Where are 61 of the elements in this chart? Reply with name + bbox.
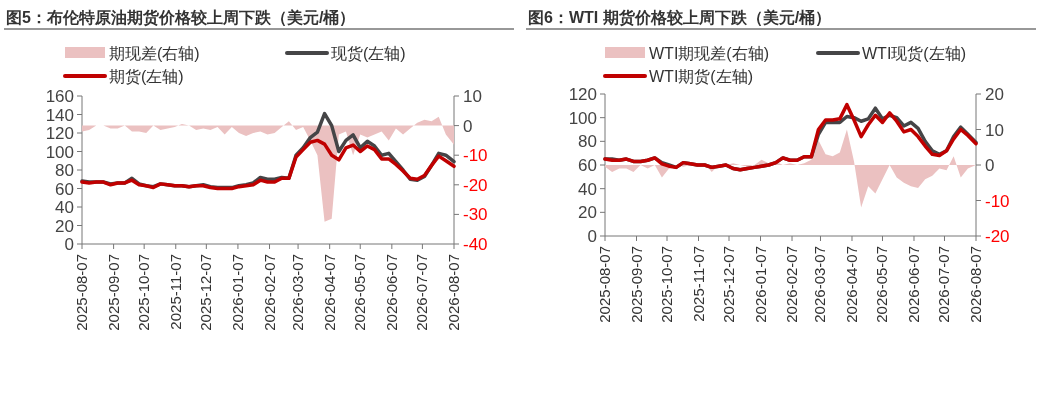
x-tick-label: 2026-01-07 <box>228 254 246 331</box>
legend-label: WTI现货(左轴) <box>862 45 966 62</box>
x-tick-label: 2025-11-07 <box>166 254 184 330</box>
x-tick-label: 2026-02-07 <box>783 246 801 323</box>
legend-label: 期货(左轴) <box>109 68 184 85</box>
y2-tick-label: -20 <box>463 175 488 195</box>
x-tick-label: 2026-04-07 <box>320 254 338 331</box>
x-tick-label: 2025-12-07 <box>720 246 738 323</box>
x-tick-label: 2025-08-07 <box>73 254 90 331</box>
y2-tick-label: -30 <box>463 205 488 225</box>
y2-tick-label: -10 <box>463 146 488 166</box>
y2-tick-label: 0 <box>985 156 995 175</box>
x-tick-label: 2025-10-07 <box>135 254 153 331</box>
x-tick-label: 2025-10-07 <box>658 246 675 323</box>
y-tick-label: 80 <box>578 132 597 152</box>
x-tick-label: 2025-08-07 <box>596 246 613 323</box>
y2-tick-label: -10 <box>985 191 1010 211</box>
x-tick-label: 2026-03-07 <box>289 254 307 331</box>
chart-title: 图5：布伦特原油期货价格较上周下跌（美元/桶） <box>6 8 356 27</box>
x-tick-label: 2025-09-07 <box>104 254 122 331</box>
y2-tick-label: 0 <box>463 116 473 136</box>
x-tick-label: 2026-02-07 <box>260 254 278 331</box>
chart-title: 图6：WTI 期货价格较上周下跌（美元/桶） <box>528 8 832 27</box>
x-tick-label: 2026-05-07 <box>351 254 369 331</box>
y-tick-label: 120 <box>568 85 597 104</box>
y2-tick-label: 20 <box>985 85 1004 104</box>
x-tick-label: 2026-05-07 <box>873 246 891 323</box>
x-tick-label: 2026-08-07 <box>445 254 462 331</box>
y-tick-label: 140 <box>45 105 74 125</box>
y2-tick-label: 10 <box>985 120 1004 140</box>
y2-tick-label: 10 <box>463 87 482 106</box>
x-tick-label: 2026-01-07 <box>751 246 769 323</box>
y-tick-label: 0 <box>587 227 597 246</box>
y-tick-label: 60 <box>578 156 597 175</box>
x-tick-label: 2026-03-07 <box>811 246 829 323</box>
y2-tick-label: -40 <box>463 235 488 254</box>
y-tick-label: 100 <box>45 142 74 162</box>
legend-label: WTI期现差(右轴) <box>649 45 769 62</box>
y-tick-label: 60 <box>55 179 74 199</box>
y-tick-label: 120 <box>45 124 74 143</box>
y-tick-label: 100 <box>568 108 597 128</box>
y-tick-label: 40 <box>55 198 74 217</box>
legend-label: WTI期货(左轴) <box>649 68 753 85</box>
x-tick-label: 2026-06-07 <box>382 254 400 331</box>
y-tick-label: 160 <box>45 87 74 106</box>
x-tick-label: 2025-09-07 <box>627 246 645 323</box>
x-tick-label: 2026-08-07 <box>967 246 984 323</box>
x-tick-label: 2025-12-07 <box>197 254 215 331</box>
x-tick-label: 2025-11-07 <box>689 246 707 322</box>
legend-label: 期现差(右轴) <box>109 45 200 62</box>
y2-tick-label: -20 <box>985 227 1010 246</box>
y-tick-label: 80 <box>55 161 74 180</box>
y-tick-label: 40 <box>578 179 597 199</box>
y-tick-label: 20 <box>578 203 597 223</box>
x-tick-label: 2026-04-07 <box>842 246 860 323</box>
x-tick-label: 2026-07-07 <box>935 246 953 323</box>
y-tick-label: 0 <box>64 235 74 254</box>
x-tick-label: 2026-07-07 <box>413 254 431 331</box>
legend-label: 现货(左轴) <box>331 45 406 62</box>
x-tick-label: 2026-06-07 <box>905 246 922 323</box>
y-tick-label: 20 <box>55 216 74 236</box>
